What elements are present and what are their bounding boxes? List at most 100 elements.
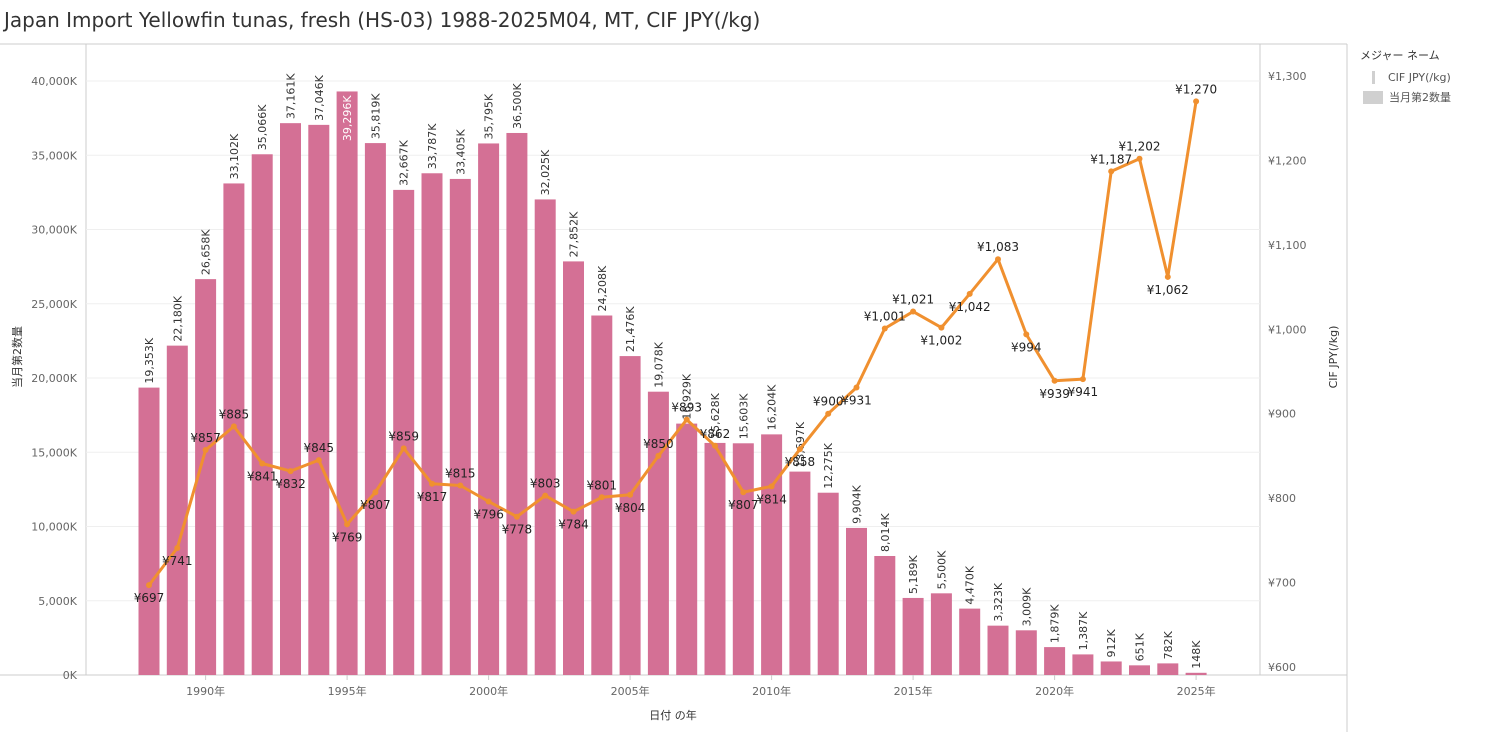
- price-point: [202, 447, 209, 454]
- price-label: ¥1,002: [920, 334, 962, 348]
- legend-item-label: 当月第2数量: [1389, 91, 1451, 104]
- price-label: ¥941: [1068, 385, 1099, 399]
- bar-value-label: 15,628K: [709, 392, 722, 438]
- bar: [676, 423, 698, 675]
- price-point: [315, 457, 322, 464]
- y2-tick-label: ¥800: [1268, 492, 1296, 505]
- price-label: ¥778: [502, 523, 533, 537]
- price-point: [1079, 376, 1086, 383]
- price-point: [655, 452, 662, 459]
- bar: [421, 173, 443, 675]
- price-label: ¥845: [304, 441, 335, 455]
- x-tick-label: 2000年: [469, 684, 508, 698]
- bar-value-label: 37,046K: [313, 74, 326, 120]
- price-point: [174, 544, 181, 551]
- price-label: ¥817: [417, 490, 448, 504]
- y-tick-label: 0K: [63, 669, 78, 682]
- bar: [1129, 665, 1150, 675]
- bar: [761, 434, 783, 675]
- bar-value-label: 21,476K: [624, 306, 637, 352]
- price-label: ¥801: [587, 478, 618, 492]
- bar: [846, 527, 867, 675]
- bar: [987, 625, 1009, 675]
- price-label: ¥815: [445, 466, 476, 480]
- y-tick-label: 5,000K: [38, 595, 77, 608]
- bar: [534, 199, 556, 675]
- bar-series: 19,353K 22,180K 26,658K 33,102K 35,066K 37,16…: [138, 73, 1207, 676]
- legend-item-label: CIF JPY(/kg): [1388, 70, 1451, 84]
- legend-item-bar[interactable]: 当月第2数量: [1360, 87, 1451, 107]
- price-point: [457, 482, 464, 489]
- price-point: [429, 480, 435, 487]
- bar: [195, 279, 217, 675]
- price-label: ¥841: [247, 470, 278, 484]
- bar-value-label: 32,667K: [398, 139, 411, 185]
- price-point: [881, 325, 888, 332]
- price-label: ¥1,001: [864, 309, 906, 323]
- price-point: [146, 582, 152, 589]
- bar: [1157, 663, 1179, 675]
- bar-value-label: 37,161K: [285, 73, 298, 119]
- bar-value-label: 1,387K: [1077, 611, 1090, 650]
- price-label: ¥796: [473, 508, 504, 522]
- bar: [704, 442, 726, 675]
- price-point: [570, 508, 577, 515]
- legend-title: メジャー ネーム: [1360, 49, 1440, 62]
- price-point: [259, 460, 266, 467]
- price-label: ¥769: [332, 530, 363, 544]
- price-label: ¥862: [700, 427, 731, 441]
- bar-value-label: 651K: [1134, 632, 1147, 661]
- bar: [619, 356, 641, 675]
- price-line: [147, 101, 1198, 587]
- x-axis-title: 日付 の年: [649, 708, 697, 722]
- price-label: ¥741: [162, 554, 193, 568]
- bar-value-label: 24,208K: [596, 265, 609, 311]
- price-label: ¥939: [1039, 387, 1070, 401]
- bar-value-label: 13,697K: [794, 421, 807, 467]
- price-point: [938, 324, 945, 331]
- x-tick-label: 1990年: [186, 684, 225, 698]
- price-point: [1051, 377, 1058, 384]
- bar-value-label: 33,787K: [426, 123, 439, 169]
- price-point: [995, 256, 1001, 263]
- x-tick-label: 2025年: [1177, 684, 1216, 698]
- price-point: [966, 290, 973, 297]
- price-label: ¥1,021: [892, 293, 934, 307]
- price-point: [683, 416, 690, 423]
- bar: [251, 154, 273, 675]
- y2-tick-label: ¥1,000: [1268, 323, 1307, 336]
- bar-value-label: 9,904K: [851, 484, 864, 523]
- price-point: [1164, 273, 1171, 280]
- price-point: [1193, 98, 1200, 105]
- bar-value-label: 15,603K: [737, 393, 750, 439]
- price-point: [598, 494, 605, 501]
- legend-bar-swatch: [1363, 90, 1383, 104]
- bar: [902, 597, 924, 675]
- bar-value-label: 1,879K: [1049, 604, 1062, 643]
- price-label: ¥850: [643, 437, 674, 451]
- y2-tick-label: ¥700: [1268, 577, 1296, 590]
- bar-value-label: 35,795K: [483, 93, 496, 139]
- bar-value-label: 16,929K: [681, 373, 694, 419]
- bar: [959, 608, 981, 675]
- bar-value-label: 33,102K: [228, 133, 241, 179]
- price-point: [768, 483, 775, 490]
- y2-tick-label: ¥1,100: [1268, 239, 1307, 252]
- price-label: ¥814: [756, 492, 787, 506]
- price-label: ¥900: [813, 395, 844, 409]
- legend-item-line[interactable]: CIF JPY(/kg): [1360, 67, 1451, 87]
- price-point: [485, 498, 492, 505]
- price-label: ¥784: [558, 518, 589, 532]
- price-label: ¥931: [841, 394, 872, 408]
- x-tick-label: 1995年: [328, 684, 367, 698]
- x-tick-label: 2010年: [752, 684, 791, 698]
- bar: [1072, 654, 1094, 675]
- price-label: ¥804: [615, 501, 646, 515]
- price-point: [740, 489, 747, 496]
- bar-value-label: 3,009K: [1020, 587, 1033, 626]
- bar-value-label: 148K: [1190, 640, 1203, 669]
- y-tick-label: 40,000K: [31, 75, 77, 88]
- bar-value-label: 39,296K: [341, 95, 354, 141]
- bar-value-label: 22,180K: [171, 295, 184, 341]
